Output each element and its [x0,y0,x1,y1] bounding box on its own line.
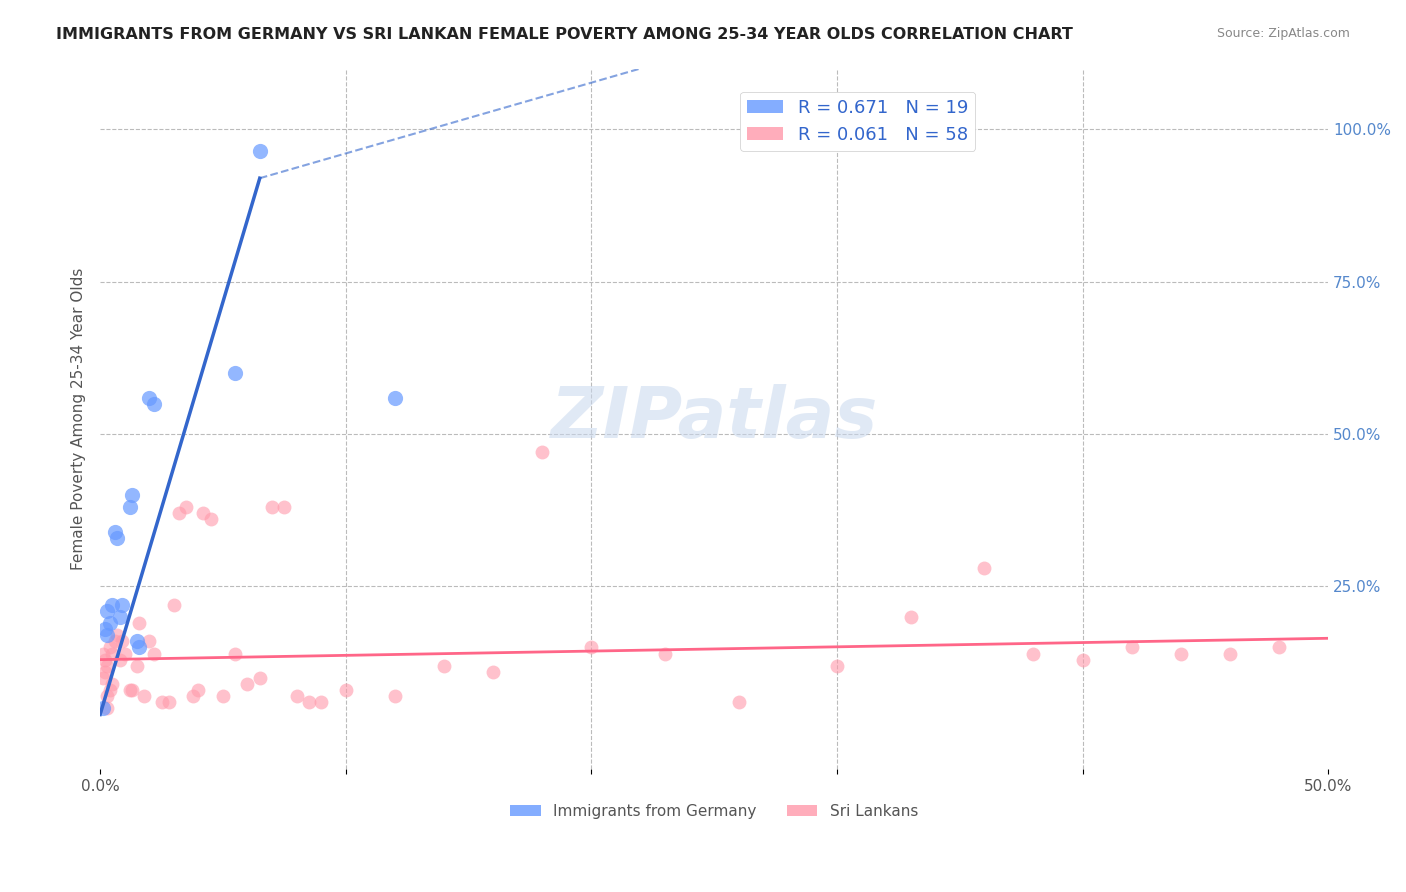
Point [98,683,121,698]
Point [973,561,995,575]
Point [101,598,124,612]
Legend: Immigrants from Germany, Sri Lankans: Immigrants from Germany, Sri Lankans [505,797,924,825]
Point [96,604,118,618]
Point [118,500,141,515]
Point [1022,647,1045,661]
Point [108,652,131,666]
Point [98,615,121,630]
Point [193,507,215,521]
Point [114,647,136,661]
Point [150,695,173,709]
Point [94,652,117,666]
Point [125,634,148,648]
Point [212,689,235,703]
Point [900,610,922,624]
Point [91,671,114,685]
Text: ZIPatlas: ZIPatlas [550,384,877,453]
Point [111,598,134,612]
Point [91,701,114,715]
Point [111,634,134,648]
Point [224,647,246,661]
Point [101,677,124,691]
Text: Source: ZipAtlas.com: Source: ZipAtlas.com [1216,27,1350,40]
Point [224,366,246,380]
Point [581,640,603,655]
Point [121,683,143,698]
Point [134,689,156,703]
Point [273,500,295,515]
Point [249,671,271,685]
Point [105,531,128,545]
Point [104,524,127,539]
Point [143,397,166,411]
Point [1268,640,1291,655]
Point [128,640,150,655]
Point [104,634,127,648]
Point [108,610,131,624]
Point [96,658,118,673]
Point [654,647,676,661]
Point [249,144,271,158]
Y-axis label: Female Poverty Among 25-34 Year Olds: Female Poverty Among 25-34 Year Olds [72,268,86,570]
Point [96,628,118,642]
Point [260,500,283,515]
Point [531,445,554,459]
Point [125,658,148,673]
Point [174,500,197,515]
Point [128,615,150,630]
Point [1219,647,1241,661]
Point [825,658,848,673]
Point [200,512,222,526]
Point [187,683,209,698]
Point [118,683,141,698]
Point [433,658,456,673]
Point [96,689,118,703]
Point [335,683,357,698]
Point [138,634,160,648]
Point [98,640,121,655]
Text: IMMIGRANTS FROM GERMANY VS SRI LANKAN FEMALE POVERTY AMONG 25-34 YEAR OLDS CORRE: IMMIGRANTS FROM GERMANY VS SRI LANKAN FE… [56,27,1073,42]
Point [157,695,180,709]
Point [96,701,118,715]
Point [121,488,143,502]
Point [94,622,117,636]
Point [1170,647,1192,661]
Point [236,677,259,691]
Point [727,695,749,709]
Point [482,665,505,679]
Point [384,391,406,405]
Point [138,391,160,405]
Point [309,695,332,709]
Point [183,689,205,703]
Point [1071,652,1094,666]
Point [143,647,166,661]
Point [167,507,190,521]
Point [101,647,124,661]
Point [91,647,114,661]
Point [285,689,308,703]
Point [163,598,186,612]
Point [1121,640,1143,655]
Point [384,689,406,703]
Point [94,665,117,679]
Point [298,695,321,709]
Point [105,628,128,642]
